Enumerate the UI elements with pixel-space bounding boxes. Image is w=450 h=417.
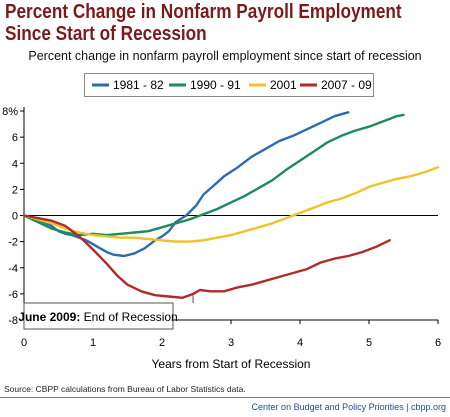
legend-label: 2001 bbox=[270, 78, 297, 92]
series-line bbox=[22, 111, 350, 258]
credit-line: Center on Budget and Policy Priorities |… bbox=[251, 402, 446, 412]
source-note: Source: CBPP calculations from Bureau of… bbox=[4, 384, 246, 394]
x-tick-label: 2 bbox=[159, 337, 165, 349]
annotation-label: End of Recession bbox=[84, 310, 178, 324]
x-tick-label: 1 bbox=[90, 337, 96, 349]
x-tick-label: 0 bbox=[21, 337, 27, 349]
chart-title-line-1: Percent Change in Nonfarm Payroll Employ… bbox=[5, 1, 402, 23]
annotation-date: June 2009: bbox=[18, 310, 83, 324]
y-tick-label: -2 bbox=[8, 237, 18, 249]
y-tick-label: -4 bbox=[8, 263, 18, 275]
chart-title: Percent Change in Nonfarm Payroll Employ… bbox=[5, 1, 402, 45]
series-line bbox=[22, 113, 405, 237]
x-tick-label: 6 bbox=[435, 337, 441, 349]
x-tick-label: 3 bbox=[228, 337, 234, 349]
annotation-box bbox=[23, 302, 174, 330]
x-tick-label: 5 bbox=[366, 337, 372, 349]
legend-label: 1981 - 82 bbox=[113, 78, 164, 92]
legend-box bbox=[84, 73, 374, 97]
annotation-text: June 2009: End of Recession bbox=[18, 310, 177, 324]
x-tick-label: 4 bbox=[297, 337, 303, 349]
y-tick-label: -8 bbox=[8, 315, 18, 327]
footer-divider bbox=[0, 397, 450, 398]
x-axis-label: Years from Start of Recession bbox=[152, 357, 311, 371]
series-line bbox=[22, 214, 391, 299]
y-tick-label: 8% bbox=[2, 106, 18, 118]
chart-title-line-2: Since Start of Recession bbox=[5, 23, 207, 45]
y-tick-label: 6 bbox=[12, 132, 18, 144]
legend-label: 2007 - 09 bbox=[321, 78, 372, 92]
y-tick-label: -6 bbox=[8, 289, 18, 301]
y-tick-label: 2 bbox=[12, 184, 18, 196]
y-tick-label: 4 bbox=[12, 158, 18, 170]
legend-label: 1990 - 91 bbox=[190, 78, 241, 92]
y-tick-label: 0 bbox=[12, 211, 18, 223]
chart-subtitle: Percent change in nonfarm payroll employ… bbox=[28, 49, 422, 63]
series-line bbox=[22, 166, 440, 243]
